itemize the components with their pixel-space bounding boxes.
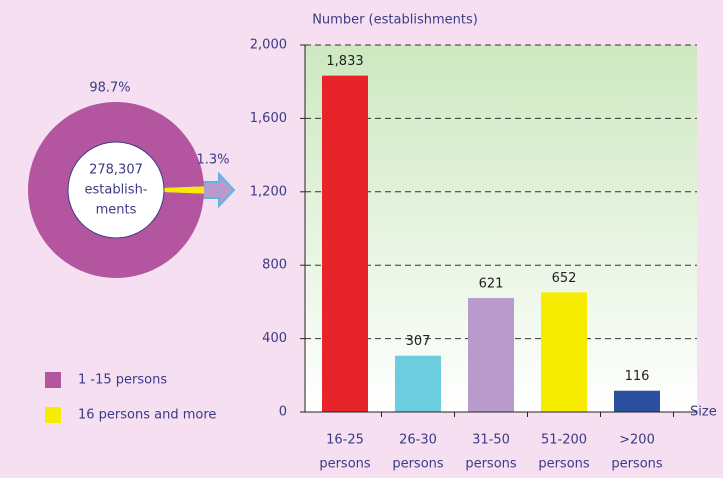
x-tick-label: >200 xyxy=(619,433,655,448)
value-label: 1,833 xyxy=(326,54,363,69)
center-label: establish- xyxy=(84,183,147,198)
center-label: 278,307 xyxy=(89,163,143,178)
y-tick-label: 2,000 xyxy=(250,38,287,53)
y-tick-label: 800 xyxy=(262,258,287,273)
x-tick-label: 51-200 xyxy=(541,433,587,448)
y-tick-label: 0 xyxy=(279,405,287,420)
value-label: 307 xyxy=(406,334,431,349)
x-tick-label: 31-50 xyxy=(472,433,510,448)
bar xyxy=(322,75,368,412)
value-label: 98.7% xyxy=(89,81,130,96)
value-label: 1.3% xyxy=(196,153,229,168)
y-tick-label: 1,200 xyxy=(250,184,287,199)
center-circle xyxy=(67,141,165,239)
x-tick-label: persons xyxy=(611,457,663,472)
y-tick-label: 400 xyxy=(262,331,287,346)
legend-label: 16 persons and more xyxy=(78,408,216,423)
x-tick-label: 26-30 xyxy=(399,433,437,448)
y-axis-label: Number (establishments) xyxy=(312,13,478,28)
x-tick-label: 16-25 xyxy=(326,433,364,448)
y-tick-label: 1,600 xyxy=(250,111,287,126)
bar xyxy=(614,390,660,412)
value-label: 116 xyxy=(625,369,650,384)
bar xyxy=(468,298,514,412)
value-label: 652 xyxy=(552,271,577,286)
x-tick-label: persons xyxy=(465,457,517,472)
legend-label: 1 -15 persons xyxy=(78,373,167,388)
bar xyxy=(395,355,441,412)
x-axis-label: Size xyxy=(690,405,717,420)
x-tick-label: persons xyxy=(538,457,590,472)
x-tick-label: persons xyxy=(392,457,444,472)
pie-slice xyxy=(27,102,204,279)
bar xyxy=(541,292,587,412)
value-label: 621 xyxy=(479,277,504,292)
center-label: ments xyxy=(96,203,137,218)
x-tick-label: persons xyxy=(319,457,371,472)
legend-swatch xyxy=(45,407,61,423)
legend-swatch xyxy=(45,372,61,388)
pie-slice xyxy=(163,186,204,194)
